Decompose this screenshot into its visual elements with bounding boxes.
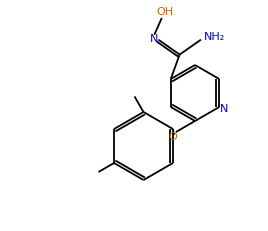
Text: NH₂: NH₂: [204, 32, 226, 42]
Text: OH: OH: [156, 7, 173, 17]
Text: N: N: [150, 34, 159, 44]
Text: O: O: [169, 132, 177, 142]
Text: N: N: [220, 104, 228, 114]
